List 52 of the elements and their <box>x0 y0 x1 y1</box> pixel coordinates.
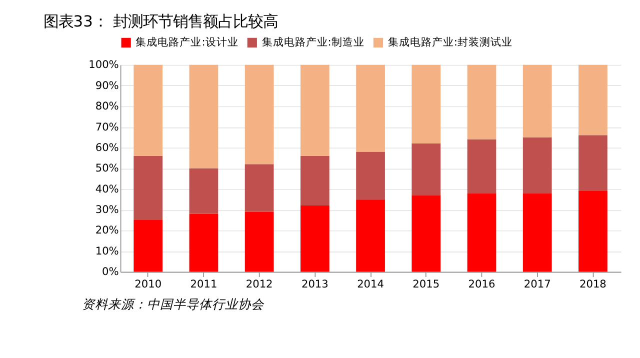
bar <box>134 156 163 220</box>
text: 资料来源：中国半导体行业协会 <box>82 296 265 312</box>
y-tick-label: 60% <box>95 142 119 154</box>
bar <box>578 64 608 136</box>
x-tick-label: 2018 <box>579 278 606 291</box>
bar <box>467 64 496 140</box>
legend-label: 集成电路产业:封装测试业 <box>388 36 512 49</box>
x-tick-label: 2010 <box>134 278 162 291</box>
y-tick-label: 70% <box>95 121 119 134</box>
bar <box>356 64 385 152</box>
x-tick-label: 2015 <box>412 278 440 291</box>
bar <box>356 152 385 200</box>
x-tick-label: 2016 <box>468 278 496 291</box>
chart-title: 图表33： 封测环节销售额占比较高 <box>43 12 278 30</box>
bar <box>244 212 274 272</box>
y-tick-label: 40% <box>95 183 119 196</box>
bar <box>189 168 218 214</box>
x-tick-label: 2014 <box>357 278 384 291</box>
bar <box>522 193 552 272</box>
bar <box>412 195 441 272</box>
y-tick-label: 50% <box>95 162 119 175</box>
bar <box>578 135 608 192</box>
y-tick-label: 90% <box>95 80 119 92</box>
bar <box>522 64 552 138</box>
bar <box>412 143 441 196</box>
bar <box>522 137 552 194</box>
y-tick-label: 100% <box>88 59 119 72</box>
bar <box>189 214 218 272</box>
bar <box>244 64 274 164</box>
bar <box>356 199 385 272</box>
x-tick-label: 2011 <box>190 278 218 291</box>
bar <box>189 64 218 168</box>
y-tick-label: 20% <box>95 224 119 237</box>
x-tick-label: 2013 <box>301 278 328 291</box>
bar <box>578 191 608 272</box>
y-tick-label: 80% <box>95 100 119 113</box>
bar <box>244 164 274 212</box>
bar <box>467 193 496 272</box>
bar <box>300 64 330 156</box>
legend-label: 集成电路产业:制造业 <box>262 36 364 49</box>
bar <box>300 206 330 272</box>
y-tick-label: 10% <box>95 245 119 258</box>
bar <box>134 220 163 272</box>
bar <box>134 64 163 156</box>
y-tick-label: 30% <box>95 204 119 216</box>
x-tick-label: 2012 <box>246 278 273 291</box>
y-tick-label: 0% <box>102 266 119 278</box>
x-tick-label: 2017 <box>524 278 551 291</box>
bar <box>300 156 330 206</box>
legend-label: 集成电路产业:设计业 <box>136 36 238 49</box>
bar <box>467 139 496 194</box>
bar <box>412 64 441 144</box>
